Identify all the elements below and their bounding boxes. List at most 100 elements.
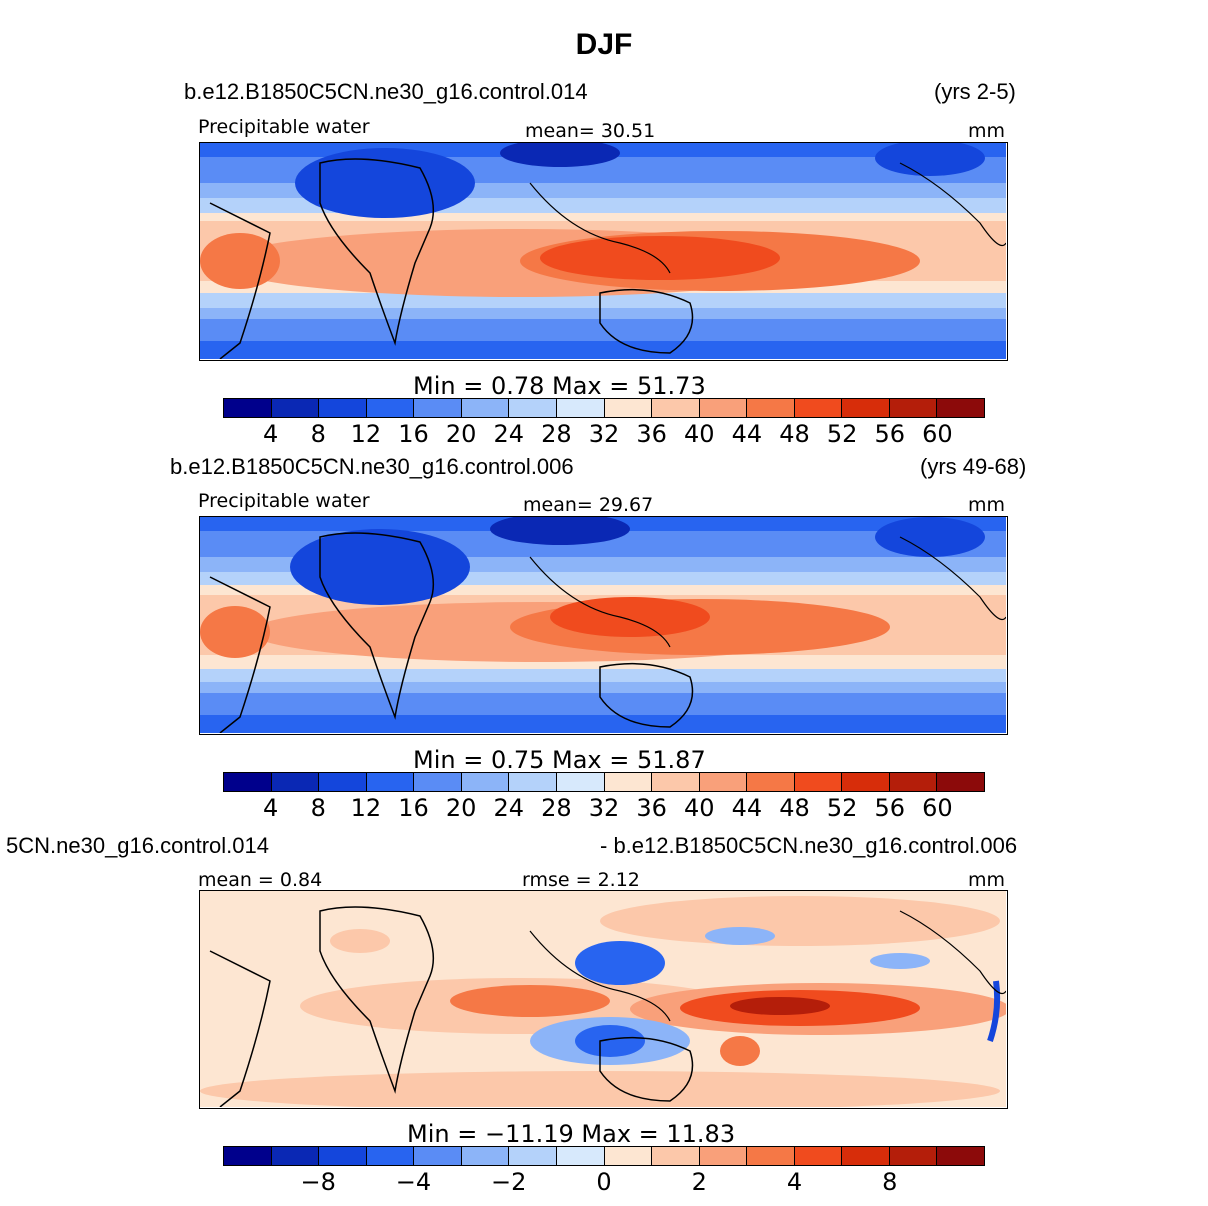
colorbar-swatch [937, 773, 984, 791]
colorbar-swatch [224, 399, 272, 417]
panel-1-minmax: Min = 0.78 Max = 51.73 [413, 372, 706, 400]
colorbar-tick-label: 4 [262, 420, 279, 448]
colorbar-swatch [271, 773, 320, 791]
colorbar-swatch [794, 399, 843, 417]
colorbar-tick-label: 36 [636, 794, 667, 822]
colorbar-swatch [699, 399, 748, 417]
colorbar-tick-label: 48 [779, 794, 810, 822]
colorbar-tick-label: 4 [262, 794, 279, 822]
colorbar-swatch [556, 773, 605, 791]
colorbar-tick-label: 48 [779, 420, 810, 448]
colorbar-swatch [652, 773, 700, 791]
colorbar-tick-label: 16 [398, 794, 429, 822]
colorbar-swatch [224, 1147, 272, 1165]
colorbar-tick-label: 4 [786, 1168, 803, 1196]
panel-1-map [199, 142, 1008, 361]
panel-2-case-name: b.e12.B1850C5CN.ne30_g16.control.006 [170, 454, 574, 479]
colorbar-swatch [699, 773, 748, 791]
colorbar-swatch [842, 773, 890, 791]
colorbar-swatch [271, 1147, 320, 1165]
panel-1-colorbar-ticks: 4 8 12 16 20 24 28 32 36 40 44 48 52 56 60 [223, 420, 985, 450]
colorbar-tick-label: 40 [683, 420, 715, 448]
colorbar-swatch [461, 773, 510, 791]
colorbar-swatch [937, 399, 984, 417]
colorbar-swatch [271, 399, 320, 417]
colorbar-tick-label: −4 [395, 1168, 432, 1196]
figure-title: DJF [575, 28, 633, 61]
panel-3-map [199, 890, 1008, 1109]
panel-3-colorbar [223, 1146, 985, 1166]
panel-2-colorbar-ticks: 4 8 12 16 20 24 28 32 36 40 44 48 52 56 60 [223, 794, 985, 824]
colorbar-swatch [461, 399, 510, 417]
colorbar-swatch [319, 773, 367, 791]
colorbar-swatch [556, 1147, 605, 1165]
panel-3-minmax: Min = −11.19 Max = 11.83 [407, 1120, 736, 1148]
panel-2-map [199, 516, 1008, 735]
colorbar-swatch [937, 1147, 984, 1165]
colorbar-swatch [794, 773, 843, 791]
colorbar-tick-label: 0 [596, 1168, 612, 1196]
colorbar-tick-label: 12 [350, 794, 382, 822]
panel-3-colorbar-ticks: −8 −4 −2 0 2 4 8 [223, 1168, 985, 1198]
colorbar-tick-label: 56 [874, 794, 906, 822]
panel-2-units: mm [968, 494, 1006, 516]
panel-3-years: - b.e12.B1850C5CN.ne30_g16.control.006 [600, 833, 1018, 858]
colorbar-swatch [747, 773, 795, 791]
colorbar-swatch [414, 773, 462, 791]
colorbar-swatch [794, 1147, 843, 1165]
colorbar-tick-label: 32 [588, 794, 620, 822]
panel-2-minmax: Min = 0.75 Max = 51.87 [413, 746, 706, 774]
colorbar-swatch [842, 399, 890, 417]
colorbar-tick-label: 20 [445, 794, 477, 822]
colorbar-tick-label: 44 [731, 794, 763, 822]
panel-3-rmse-label: rmse = 2.12 [522, 869, 640, 891]
colorbar-swatch [414, 399, 462, 417]
colorbar-tick-label: 24 [493, 794, 525, 822]
colorbar-swatch [319, 1147, 367, 1165]
colorbar-tick-label: 44 [731, 420, 763, 448]
colorbar-swatch [224, 773, 272, 791]
panel-1-colorbar [223, 398, 985, 418]
panel-2-years: (yrs 49-68) [920, 454, 1027, 479]
colorbar-tick-label: 56 [874, 420, 906, 448]
colorbar-swatch [604, 773, 653, 791]
colorbar-swatch [366, 1147, 415, 1165]
panel-2-variable-label: Precipitable water [198, 490, 370, 512]
colorbar-swatch [509, 1147, 557, 1165]
panel-1-years: (yrs 2-5) [934, 79, 1016, 104]
panel-3-mean-label: mean = 0.84 [198, 869, 323, 891]
colorbar-swatch [652, 399, 700, 417]
colorbar-swatch [652, 1147, 700, 1165]
colorbar-swatch [604, 1147, 653, 1165]
colorbar-swatch [509, 773, 557, 791]
colorbar-tick-label: 60 [922, 420, 953, 448]
colorbar-swatch [604, 399, 653, 417]
colorbar-tick-label: −2 [491, 1168, 527, 1196]
colorbar-tick-label: 52 [826, 420, 858, 448]
colorbar-tick-label: 32 [588, 420, 620, 448]
colorbar-swatch [509, 399, 557, 417]
colorbar-tick-label: 36 [636, 420, 667, 448]
panel-3-units: mm [968, 869, 1006, 891]
colorbar-swatch [747, 1147, 795, 1165]
panel-1-units: mm [968, 120, 1006, 142]
panel-1-mean-label: mean= 30.51 [525, 120, 656, 142]
colorbar-tick-label: 40 [683, 794, 715, 822]
panel-1-case-name: b.e12.B1850C5CN.ne30_g16.control.014 [184, 79, 588, 104]
panel-2-colorbar [223, 772, 985, 792]
colorbar-swatch [699, 1147, 748, 1165]
panel-1-variable-label: Precipitable water [198, 116, 370, 138]
colorbar-swatch [366, 773, 415, 791]
colorbar-swatch [556, 399, 605, 417]
colorbar-swatch [889, 399, 938, 417]
colorbar-swatch [747, 399, 795, 417]
colorbar-tick-label: 8 [310, 794, 326, 822]
colorbar-tick-label: 16 [398, 420, 429, 448]
colorbar-tick-label: 20 [445, 420, 477, 448]
colorbar-swatch [889, 773, 938, 791]
colorbar-tick-label: 60 [922, 794, 953, 822]
colorbar-swatch [461, 1147, 510, 1165]
colorbar-tick-label: 2 [691, 1168, 707, 1196]
colorbar-tick-label: 52 [826, 794, 858, 822]
panel-3-case-name: 5CN.ne30_g16.control.014 [6, 833, 269, 858]
